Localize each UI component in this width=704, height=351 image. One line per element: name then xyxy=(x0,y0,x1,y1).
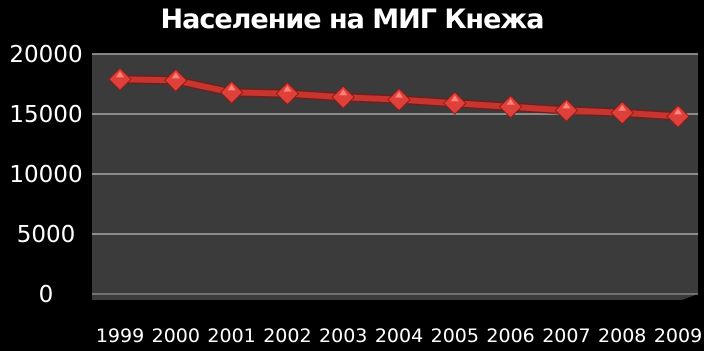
y-tick-label: 20000 xyxy=(9,42,82,68)
data-point-marker xyxy=(275,81,300,106)
data-point-marker xyxy=(498,95,523,119)
data-point-highlight xyxy=(339,89,348,96)
x-tick-label: 2009 xyxy=(654,325,702,347)
x-tick-label: 2001 xyxy=(207,325,255,347)
x-tick-label: 2007 xyxy=(542,325,590,347)
data-point-marker xyxy=(108,67,132,91)
plot-area xyxy=(92,54,698,300)
x-tick-label: 2003 xyxy=(319,325,367,347)
y-tick-label: 15000 xyxy=(9,102,82,128)
data-point-highlight xyxy=(674,108,682,115)
data-point-highlight xyxy=(283,85,292,92)
y-tick-label: 10000 xyxy=(9,162,82,188)
x-tick-label: 2002 xyxy=(263,325,311,347)
data-point-marker xyxy=(331,85,355,109)
data-point-marker xyxy=(554,98,579,123)
x-tick-label: 1999 xyxy=(96,325,144,347)
data-point-highlight xyxy=(506,98,515,105)
data-point-marker xyxy=(387,87,411,112)
data-point-highlight xyxy=(450,95,459,102)
data-point-highlight xyxy=(618,104,627,111)
data-point-marker xyxy=(164,68,188,93)
x-tick-label: 2005 xyxy=(431,325,479,347)
data-point-marker xyxy=(610,101,634,125)
x-tick-label: 2008 xyxy=(598,325,646,347)
data-point-marker xyxy=(443,91,467,115)
x-tick-label: 2004 xyxy=(375,325,423,347)
data-point-highlight xyxy=(227,84,236,91)
data-point-highlight xyxy=(562,102,571,109)
data-point-highlight xyxy=(395,91,403,98)
data-point-marker xyxy=(219,80,244,105)
chart-title: Население на МИГ Кнежа xyxy=(160,4,545,35)
data-point-marker xyxy=(666,104,690,129)
x-tick-label: 2000 xyxy=(152,325,200,347)
y-tick-label: 5000 xyxy=(17,222,76,248)
data-point-highlight xyxy=(116,71,124,78)
data-point-highlight xyxy=(171,72,180,79)
y-tick-label: 0 xyxy=(39,282,54,308)
x-tick-label: 2006 xyxy=(486,325,534,347)
